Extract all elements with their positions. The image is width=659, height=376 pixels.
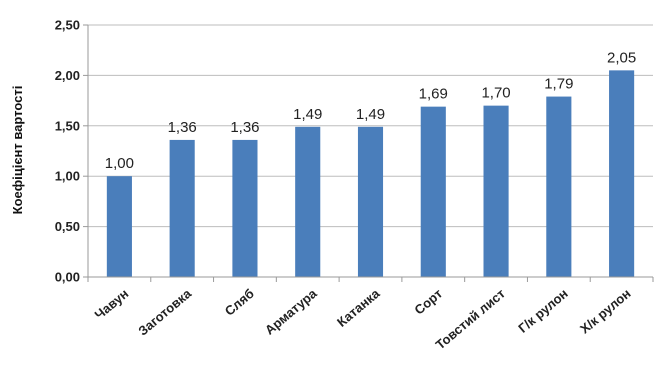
x-tick-labels: Чавун Заготовка Сляб Арматура Катанка СортТов… [92, 285, 634, 352]
bar [546, 96, 572, 278]
data-label: 1,36 [168, 119, 197, 136]
bar [295, 126, 321, 277]
y-tick-label: 2,00 [55, 68, 80, 83]
data-label: 1,49 [293, 106, 322, 123]
data-label: 1,79 [544, 76, 573, 93]
bar [357, 126, 384, 277]
data-labels: 1,00 1,36 1,36 1,49 1,49 1,69 1,70 1,79 2,05 [105, 49, 636, 172]
y-tick-label: 2,50 [55, 18, 80, 33]
y-tick-label: 1,50 [55, 118, 80, 133]
data-label: 1,36 [230, 119, 259, 136]
bar [609, 70, 635, 277]
x-tick-label: Арматура [262, 285, 320, 337]
x-tick-label: Чавун [92, 286, 132, 323]
y-tick-label: 1,00 [55, 169, 80, 184]
y-tick-label: 0,50 [55, 219, 80, 234]
data-label: 1,49 [356, 106, 385, 123]
bar [483, 105, 509, 277]
x-tick-label: Сляб [222, 286, 257, 319]
data-label: 1,70 [481, 85, 510, 102]
bar [106, 176, 132, 277]
bar [232, 139, 258, 277]
axes [83, 24, 654, 282]
y-tick-label: 0,00 [55, 270, 80, 285]
x-tick-label: Г/к рулон [515, 286, 570, 336]
bar [420, 106, 446, 277]
data-label: 2,05 [607, 49, 636, 66]
bar [169, 139, 195, 277]
x-tick-label: Катанка [334, 285, 383, 329]
x-tick-label: Сорт [411, 286, 445, 318]
y-axis-label: Коефіцієнт вартості [10, 86, 25, 215]
bars [106, 70, 635, 278]
x-tick-label: Заготовка [135, 285, 194, 338]
data-label: 1,69 [419, 86, 448, 103]
y-tick-labels: 0,00 0,50 1,00 1,50 2,00 2,50 [55, 18, 80, 285]
data-label: 1,00 [105, 155, 134, 172]
x-tick-label: Х/к рулон [577, 286, 633, 337]
